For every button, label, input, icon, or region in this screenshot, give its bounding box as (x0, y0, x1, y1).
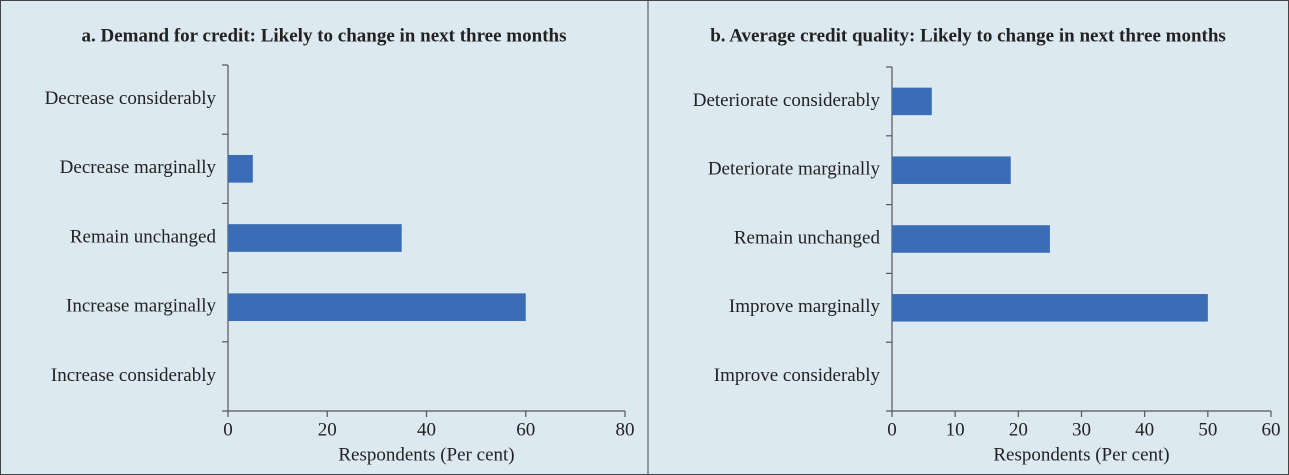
bar (892, 225, 1050, 253)
chart-title: a. Demand for credit: Likely to change i… (81, 25, 566, 46)
x-tick-label: 50 (1198, 419, 1217, 440)
bar (892, 156, 1011, 184)
bar (892, 294, 1208, 322)
y-tick-label: Increase considerably (51, 365, 217, 386)
y-tick-label: Deteriorate considerably (693, 90, 881, 111)
x-tick-label: 40 (417, 419, 436, 440)
x-tick-label: 60 (516, 419, 535, 440)
x-tick-label: 20 (1009, 419, 1028, 440)
y-tick-label: Remain unchanged (734, 227, 881, 248)
bar (892, 87, 932, 116)
x-tick-label: 0 (223, 419, 233, 440)
y-tick-label: Decrease considerably (45, 88, 217, 109)
y-tick-label: Improve marginally (729, 296, 881, 317)
y-tick-label: Remain unchanged (70, 226, 217, 247)
x-tick-label: 30 (1072, 419, 1091, 440)
y-tick-label: Deteriorate marginally (708, 159, 881, 180)
x-tick-label: 0 (887, 419, 897, 440)
y-tick-label: Improve considerably (714, 365, 881, 386)
x-tick-label: 80 (616, 419, 635, 440)
chart-title: b. Average credit quality: Likely to cha… (710, 25, 1226, 46)
y-tick-label: Increase marginally (66, 296, 216, 317)
y-tick-label: Decrease marginally (60, 157, 217, 178)
bar (228, 154, 253, 183)
bar (228, 293, 526, 322)
x-tick-label: 10 (946, 419, 965, 440)
x-tick-label: 20 (318, 419, 337, 440)
x-tick-label: 40 (1135, 419, 1154, 440)
x-tick-label: 60 (1262, 419, 1281, 440)
x-axis-label: Respondents (Per cent) (338, 444, 514, 465)
x-axis-label: Respondents (Per cent) (993, 444, 1169, 465)
bar (228, 224, 402, 252)
